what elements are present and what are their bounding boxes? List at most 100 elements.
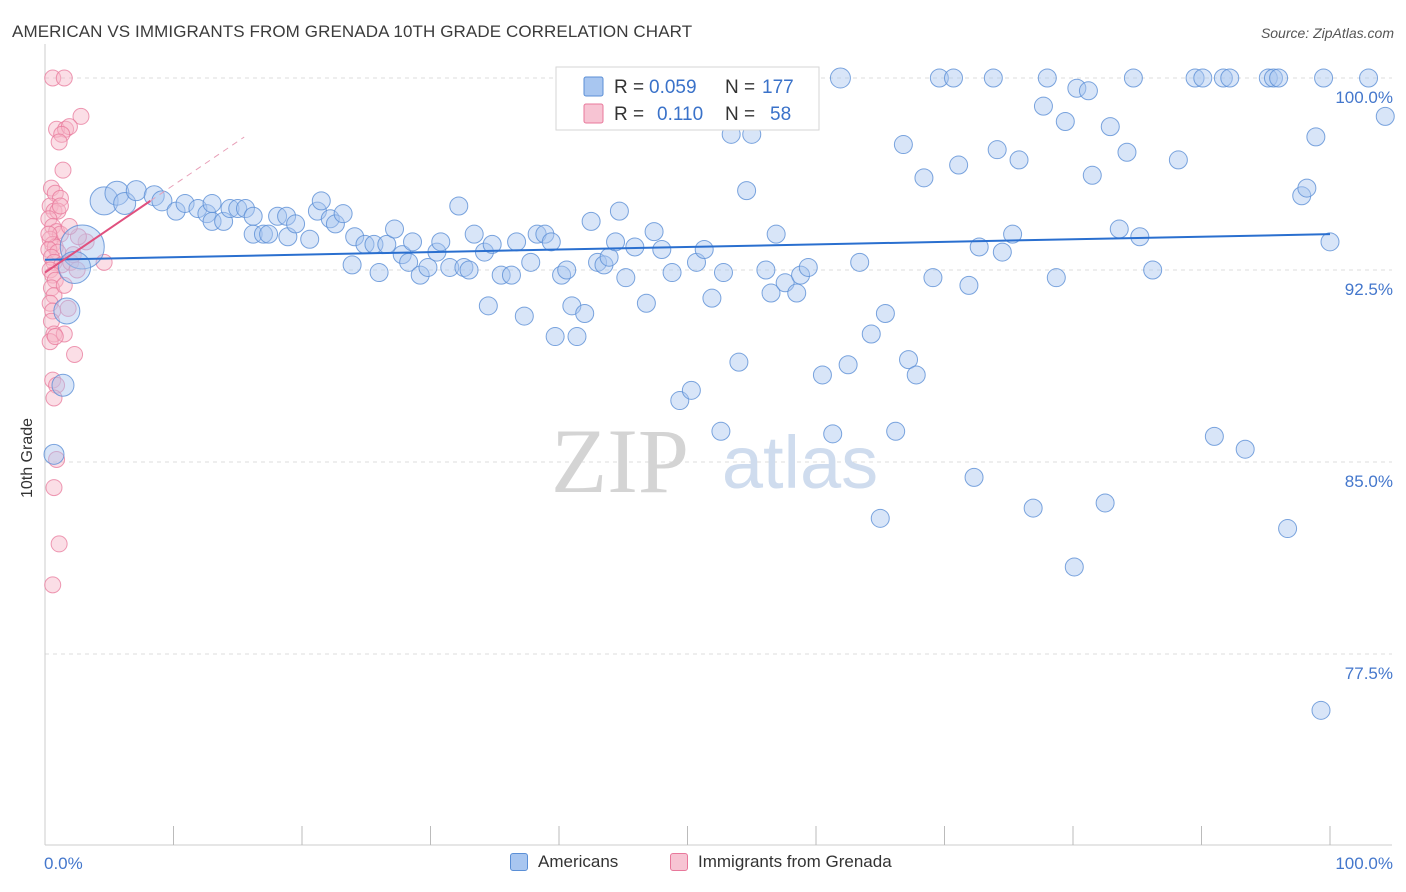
american-point (1023, 498, 1043, 518)
american-point (151, 190, 173, 212)
grenada-point (55, 69, 73, 87)
american-point (286, 214, 306, 234)
american-point (929, 68, 949, 88)
legend-grenada-r-value: 0.110 (657, 104, 703, 125)
legend-grenada-swatch (583, 103, 604, 124)
grenada-point (51, 197, 69, 215)
american-point (220, 199, 240, 219)
watermark-atlas: atlas (722, 421, 878, 504)
american-point (812, 365, 832, 385)
grenada-point (46, 184, 64, 202)
legend-grenada-label: Immigrants from Grenada (698, 852, 892, 871)
legend-item-grenada[interactable]: Immigrants from Grenada (670, 852, 892, 872)
american-point (228, 199, 248, 219)
american-point (403, 232, 423, 252)
american-point (823, 424, 843, 444)
grenada-points (40, 69, 113, 594)
american-point (333, 204, 353, 224)
american-point (1100, 117, 1120, 137)
american-point (702, 288, 722, 308)
american-point (711, 421, 731, 441)
american-point (342, 255, 362, 275)
american-point (1055, 112, 1075, 132)
american-point (1033, 96, 1053, 116)
american-point (1130, 227, 1150, 247)
american-point (89, 186, 119, 216)
american-point (787, 283, 807, 303)
grenada-point (55, 276, 73, 294)
american-point (969, 237, 989, 257)
chart-source: Source: ZipAtlas.com (1260, 25, 1394, 41)
american-point (1067, 78, 1087, 98)
american-point (545, 327, 565, 347)
grenada-point (46, 328, 64, 346)
american-point (243, 206, 263, 226)
american-point (923, 268, 943, 288)
american-point (798, 257, 818, 277)
american-point (644, 222, 664, 242)
american-point (188, 199, 208, 219)
american-point (51, 373, 75, 397)
american-point (464, 224, 484, 244)
american-point (681, 380, 701, 400)
american-points (43, 67, 1395, 720)
american-point (636, 293, 656, 313)
grenada-point (54, 161, 72, 179)
american-point (959, 275, 979, 295)
american-point (1311, 700, 1331, 720)
american-point (300, 229, 320, 249)
american-point (392, 245, 412, 265)
american-point (694, 240, 714, 260)
grenada-point (40, 225, 58, 243)
axes (44, 44, 1392, 846)
y-tick-label-3: 100.0% (1335, 88, 1393, 107)
american-point (1213, 68, 1233, 88)
american-point (478, 296, 498, 316)
american-point (253, 224, 273, 244)
american-point (914, 168, 934, 188)
american-point (886, 421, 906, 441)
grenada-point (60, 217, 78, 235)
legend-bottom: Americans Immigrants from Grenada (0, 852, 1406, 878)
american-point (737, 181, 757, 201)
grenada-point (44, 576, 62, 594)
legend-grenada-n-value: 58 (770, 104, 791, 125)
american-point (440, 257, 460, 277)
american-point (1375, 106, 1395, 126)
american-point (552, 265, 572, 285)
american-point (491, 265, 511, 285)
grenada-point (41, 333, 59, 351)
grenada-point (48, 120, 66, 138)
american-point (606, 232, 626, 252)
american-point (43, 443, 65, 465)
american-point (410, 265, 430, 285)
legend-item-americans[interactable]: Americans (510, 852, 618, 872)
american-point (1095, 493, 1115, 513)
american-point (1278, 519, 1298, 539)
legend-americans-r-label: R = (614, 77, 644, 98)
american-point (1078, 81, 1098, 101)
american-point (243, 224, 263, 244)
american-point (501, 265, 521, 285)
american-point (1306, 127, 1326, 147)
american-point (1037, 68, 1057, 88)
americans-trend-line (44, 233, 1331, 261)
american-point (609, 201, 629, 221)
american-point (325, 214, 345, 234)
grenada-point (50, 535, 68, 553)
american-point (983, 68, 1003, 88)
american-point (202, 211, 222, 231)
american-point (58, 250, 92, 284)
american-point (1168, 150, 1188, 170)
american-point (125, 180, 147, 202)
legend-grenada-n-label: N = (725, 104, 755, 125)
american-point (482, 234, 502, 254)
american-point (850, 252, 870, 272)
chart-title: AMERICAN VS IMMIGRANTS FROM GRENADA 10TH… (12, 22, 693, 41)
grenada-point (45, 479, 63, 497)
american-point (838, 355, 858, 375)
american-point (1109, 219, 1129, 239)
american-point (949, 155, 969, 175)
american-point (507, 232, 527, 252)
